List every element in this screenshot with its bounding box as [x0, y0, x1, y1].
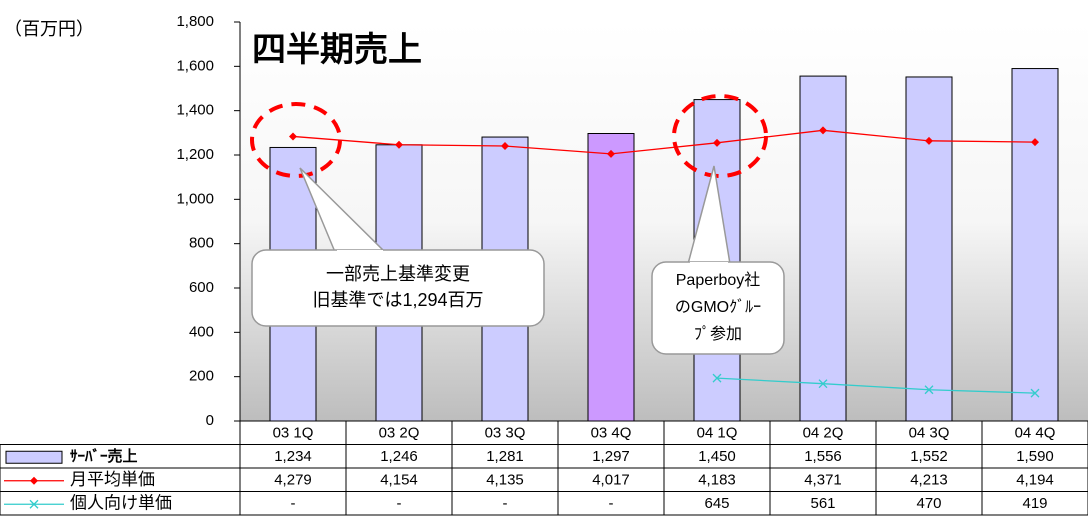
- y-tick-label: 800: [189, 235, 214, 252]
- y-tick-label: 1,800: [176, 13, 214, 30]
- marker: [1031, 138, 1039, 147]
- y-tick-label: 0: [206, 412, 214, 429]
- table-cell: 4,213: [910, 472, 948, 489]
- table-cell: 4,183: [698, 472, 736, 489]
- marker: [819, 126, 827, 135]
- table-cell: 1,590: [1016, 448, 1054, 465]
- table-cell: -: [503, 495, 508, 512]
- marker: [607, 149, 615, 158]
- legend-label: ｻｰﾊﾞｰ売上: [70, 447, 138, 465]
- y-tick-label: 1,600: [176, 57, 214, 74]
- marker: [924, 385, 934, 395]
- table-cell: 1,552: [910, 448, 948, 465]
- line-series: [292, 129, 1036, 155]
- callout-text: ﾌﾟ参加: [694, 325, 742, 343]
- table-cell: 4,371: [804, 472, 842, 489]
- highlight-circle: [250, 102, 342, 178]
- y-tick-label: 400: [189, 323, 214, 340]
- line-series: [716, 377, 1036, 394]
- callout-text: のGMOｸﾞﾙｰ: [675, 298, 761, 316]
- x-tick-label: 03 1Q: [273, 425, 314, 442]
- table-cell: 561: [810, 495, 835, 512]
- table-cell: 4,017: [592, 472, 630, 489]
- table-cell: 4,135: [486, 472, 524, 489]
- table-cell: 4,194: [1016, 472, 1054, 489]
- marker: [501, 142, 509, 151]
- y-tick-label: 600: [189, 279, 214, 296]
- y-tick-label: 1,200: [176, 146, 214, 163]
- marker: [395, 140, 403, 149]
- legend-label: 個人向け単価: [70, 494, 172, 513]
- table-cell: 1,234: [274, 448, 312, 465]
- table-cell: 1,281: [486, 448, 524, 465]
- plot-area: [240, 22, 1088, 421]
- y-tick-label: 1,400: [176, 102, 214, 119]
- x-tick-label: 03 3Q: [485, 425, 526, 442]
- x-tick-label: 03 2Q: [379, 425, 420, 442]
- x-tick-label: 04 2Q: [803, 425, 844, 442]
- legend-swatch: [5, 450, 63, 464]
- marker: [712, 373, 722, 383]
- marker: [289, 132, 297, 141]
- table-cell: -: [291, 495, 296, 512]
- bar: [587, 132, 635, 422]
- marker: [713, 138, 721, 147]
- y-tick-label: 200: [189, 368, 214, 385]
- legend-marker: [29, 499, 39, 509]
- x-tick-label: 04 3Q: [909, 425, 950, 442]
- legend-label: 月平均単価: [70, 470, 155, 489]
- table-cell: 1,297: [592, 448, 630, 465]
- table-cell: 645: [704, 495, 729, 512]
- callout-text: 一部売上基準変更: [326, 264, 470, 284]
- x-tick-label: 03 4Q: [591, 425, 632, 442]
- bar: [1011, 68, 1059, 422]
- table-cell: 419: [1022, 495, 1047, 512]
- marker: [818, 379, 828, 389]
- table-cell: 4,279: [274, 472, 312, 489]
- highlight-circle: [672, 94, 768, 178]
- bar: [905, 76, 953, 422]
- table-cell: 1,556: [804, 448, 842, 465]
- x-tick-label: 04 1Q: [697, 425, 738, 442]
- table-cell: -: [397, 495, 402, 512]
- table-cell: 1,450: [698, 448, 736, 465]
- table-cell: 470: [916, 495, 941, 512]
- table-cell: -: [609, 495, 614, 512]
- y-tick-label: 1,000: [176, 190, 214, 207]
- table-cell: 4,154: [380, 472, 418, 489]
- callout-text: 旧基準では1,294百万: [312, 290, 483, 310]
- marker: [925, 136, 933, 145]
- chart-title: 四半期売上: [252, 31, 422, 69]
- callout-text: Paperboy社: [676, 271, 761, 289]
- legend-marker: [30, 476, 38, 485]
- marker: [1030, 388, 1040, 398]
- y-unit-label: （百万円）: [4, 19, 94, 39]
- callout-box: [251, 249, 545, 327]
- x-tick-label: 04 4Q: [1015, 425, 1056, 442]
- table-cell: 1,246: [380, 448, 418, 465]
